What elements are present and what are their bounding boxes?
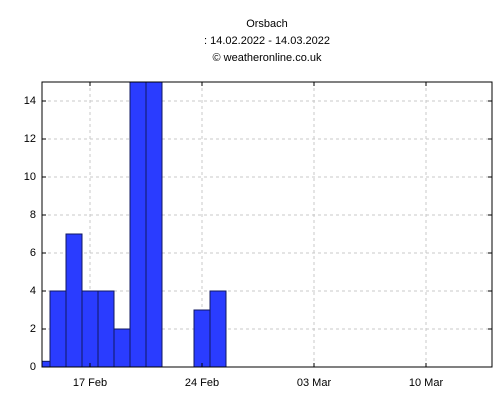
y-tick-label: 8 bbox=[30, 209, 36, 221]
y-tick-label: 10 bbox=[24, 171, 36, 183]
y-tick-label: 6 bbox=[30, 247, 36, 259]
y-tick-label: 4 bbox=[30, 285, 36, 297]
chart-title: Orsbach bbox=[246, 18, 288, 30]
bars bbox=[42, 82, 227, 367]
x-tick-label: 10 Mar bbox=[409, 377, 444, 389]
x-tick-label: 03 Mar bbox=[297, 377, 332, 389]
bar bbox=[49, 290, 67, 367]
x-tick-label: 17 Feb bbox=[73, 377, 107, 389]
bar bbox=[97, 290, 115, 367]
bar bbox=[129, 82, 147, 367]
y-tick-label: 0 bbox=[30, 361, 36, 373]
chart-subtitle: : 14.02.2022 - 14.03.2022 bbox=[204, 35, 330, 47]
plot-frame bbox=[41, 81, 493, 368]
bar bbox=[81, 290, 99, 367]
x-tick-label: 24 Feb bbox=[185, 377, 219, 389]
bar bbox=[209, 290, 227, 367]
y-tick-label: 2 bbox=[30, 323, 36, 335]
chart-source: © weatheronline.co.uk bbox=[212, 52, 322, 64]
bar bbox=[145, 82, 163, 367]
bar bbox=[113, 328, 131, 367]
bar bbox=[193, 309, 211, 367]
y-tick-label: 12 bbox=[24, 133, 36, 145]
bar bbox=[65, 233, 83, 367]
y-tick-label: 14 bbox=[24, 95, 36, 107]
